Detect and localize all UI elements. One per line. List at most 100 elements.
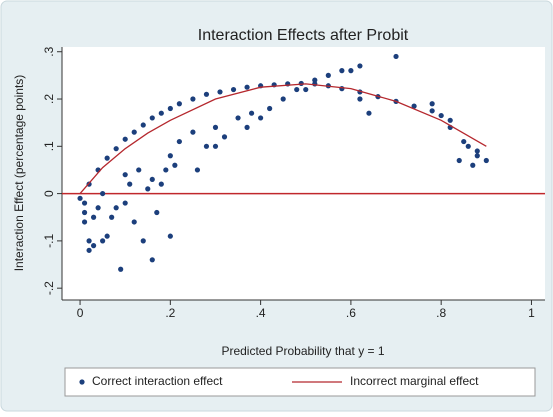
data-point <box>109 214 115 220</box>
data-point <box>100 238 106 244</box>
data-point <box>465 143 471 149</box>
data-point <box>298 80 304 87</box>
data-point <box>190 96 196 102</box>
data-point <box>212 124 219 130</box>
data-point <box>203 143 210 149</box>
data-point <box>167 233 173 239</box>
data-point <box>203 91 210 97</box>
data-point <box>411 103 417 109</box>
data-point <box>339 68 345 74</box>
data-point <box>158 181 164 187</box>
x-tick-label: 0 <box>77 306 84 320</box>
data-point <box>235 115 241 121</box>
data-point <box>140 122 146 128</box>
data-point <box>244 124 250 130</box>
data-point <box>230 86 237 93</box>
y-tick-label: -.1 <box>42 234 56 248</box>
data-point <box>172 162 178 168</box>
data-point <box>248 110 255 116</box>
data-point <box>176 101 182 107</box>
data-point <box>339 86 345 92</box>
data-point <box>429 101 435 107</box>
x-axis-label: Predicted Probability that y = 1 <box>221 344 384 358</box>
x-tick-label: .8 <box>436 306 446 320</box>
data-point <box>158 110 164 116</box>
data-point <box>280 96 286 102</box>
data-point <box>294 86 300 93</box>
data-point <box>163 167 169 173</box>
data-point <box>149 115 155 121</box>
data-point <box>212 143 219 149</box>
data-point <box>149 257 155 263</box>
data-point <box>221 134 228 140</box>
y-tick-label: 0 <box>42 190 56 197</box>
data-point <box>447 117 453 123</box>
data-point <box>149 176 155 183</box>
data-point <box>303 86 309 93</box>
data-point <box>190 129 196 135</box>
data-point <box>81 209 88 216</box>
data-point <box>357 63 363 69</box>
data-point <box>122 172 128 178</box>
data-point <box>393 53 399 60</box>
data-point <box>461 138 467 145</box>
data-point <box>104 155 110 161</box>
data-point <box>136 167 142 173</box>
data-point <box>77 195 83 201</box>
data-point <box>122 136 128 142</box>
data-point <box>118 266 124 272</box>
data-point <box>366 110 372 116</box>
data-point <box>104 233 110 239</box>
data-point <box>474 153 480 159</box>
legend-marker <box>79 379 85 385</box>
data-line <box>79 83 487 195</box>
data-point <box>113 146 119 152</box>
data-point <box>81 200 88 206</box>
y-tick-label: .2 <box>42 94 56 104</box>
data-point <box>86 238 92 244</box>
data-point <box>357 96 363 102</box>
legend-label: Correct interaction effect <box>92 374 223 388</box>
data-point <box>456 157 462 164</box>
data-point <box>194 167 201 173</box>
data-point <box>483 157 489 164</box>
data-point <box>81 219 88 225</box>
legend-label: Incorrect marginal effect <box>350 374 479 388</box>
data-point <box>145 186 151 192</box>
data-point <box>438 112 444 119</box>
x-tick-label: 1 <box>528 306 535 320</box>
data-point <box>154 209 160 216</box>
x-tick-label: .4 <box>256 306 266 320</box>
data-point <box>167 153 173 159</box>
data-point <box>140 238 146 244</box>
data-point <box>131 129 137 135</box>
y-tick-label: -.2 <box>42 281 56 295</box>
x-tick-label: .2 <box>165 306 175 320</box>
chart-title: Interaction Effects after Probit <box>198 27 409 44</box>
data-point <box>122 200 128 206</box>
data-point <box>90 243 97 249</box>
data-point <box>90 214 97 220</box>
y-axis-label: Interaction Effect (percentage points) <box>12 75 26 272</box>
data-point <box>244 84 250 90</box>
data-point <box>348 68 354 74</box>
data-point <box>131 219 137 225</box>
data-point <box>167 105 173 112</box>
data-point <box>127 181 133 187</box>
data-point <box>470 162 476 168</box>
data-point <box>217 89 223 95</box>
data-point <box>429 108 435 114</box>
data-point <box>267 105 273 112</box>
x-tick-label: .6 <box>346 306 356 320</box>
plot-area <box>62 47 545 300</box>
data-point <box>113 205 119 211</box>
data-point <box>258 115 264 121</box>
data-point <box>474 148 480 154</box>
data-point <box>325 72 331 78</box>
data-point <box>95 205 101 211</box>
data-point <box>86 247 92 253</box>
data-point <box>100 190 106 197</box>
data-point <box>176 138 182 145</box>
data-point <box>312 77 318 83</box>
